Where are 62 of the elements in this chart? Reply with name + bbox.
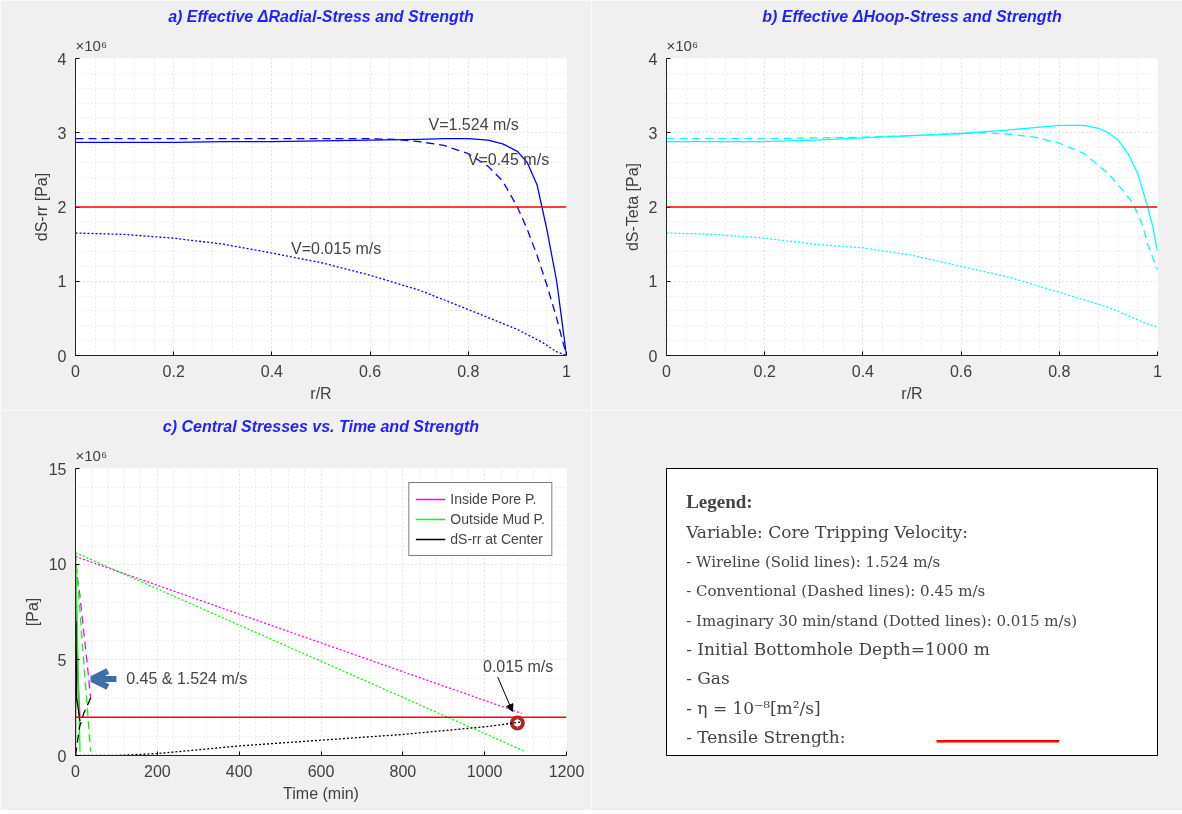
x-tick-label: 0 bbox=[71, 762, 81, 780]
y-tick-label: 5 bbox=[57, 651, 67, 669]
text: ×10⁶ bbox=[666, 36, 699, 54]
x-tick-label: 400 bbox=[225, 762, 253, 780]
x-tick-label: 0.8 bbox=[457, 362, 480, 380]
x-tick-label: 800 bbox=[389, 762, 417, 780]
y-tick-label: 3 bbox=[648, 124, 658, 142]
text: - η = 10⁻⁸[m²/s] bbox=[686, 697, 821, 718]
y-tick-label: 4 bbox=[57, 50, 67, 68]
chart-title: c) Central Stresses vs. Time and Strength bbox=[162, 417, 480, 435]
chart-title: b) Effective ΔHoop-Stress and Strength bbox=[762, 7, 1062, 25]
y-tick-label: 1 bbox=[57, 273, 67, 291]
text: - Gas bbox=[686, 668, 730, 689]
y-tick-label: 1 bbox=[648, 273, 658, 291]
legend-label: dS-rr at Center bbox=[450, 531, 543, 547]
x-axis-title: r/R bbox=[310, 384, 332, 402]
x-tick-label: 1 bbox=[1153, 362, 1163, 380]
y-axis-title: [Pa] bbox=[23, 597, 41, 627]
x-tick-label: 0.8 bbox=[1048, 362, 1071, 380]
text: ×10⁶ bbox=[75, 36, 108, 54]
x-axis-title: Time (min) bbox=[283, 784, 359, 802]
x-tick-label: 0.4 bbox=[851, 362, 875, 380]
y-tick-label: 2 bbox=[57, 199, 67, 216]
annotation: V=0.015 m/s bbox=[291, 239, 382, 257]
x-tick-label: 0.2 bbox=[753, 362, 776, 380]
y-tick-label: 4 bbox=[648, 50, 658, 68]
x-tick-label: 200 bbox=[143, 762, 171, 780]
x-tick-label: 1000 bbox=[466, 762, 503, 780]
x-tick-label: 0.6 bbox=[949, 362, 973, 380]
x-tick-label: 1 bbox=[562, 362, 572, 380]
text: Legend: bbox=[686, 491, 753, 513]
annotation: 0.015 m/s bbox=[483, 658, 554, 676]
x-tick-label: 0.6 bbox=[358, 362, 382, 380]
x-tick-label: 0 bbox=[71, 362, 81, 380]
annotation: 0.45 & 1.524 m/s bbox=[126, 670, 248, 688]
y-tick-label: 0 bbox=[648, 347, 658, 365]
y-axis-title: dS-Teta [Pa] bbox=[623, 162, 641, 252]
y-tick-label: 0 bbox=[57, 347, 67, 365]
text: - Initial Bottomhole Depth=1000 m bbox=[686, 638, 990, 659]
x-tick-label: 0.2 bbox=[162, 362, 185, 380]
text: ×10⁶ bbox=[75, 446, 108, 464]
x-tick-label: 1200 bbox=[548, 762, 585, 780]
x-tick-label: 0 bbox=[662, 362, 672, 380]
x-axis-title: r/R bbox=[901, 384, 923, 402]
x-tick-label: 0.4 bbox=[260, 362, 284, 380]
legend-label: Inside Pore P. bbox=[450, 491, 537, 507]
y-tick-label: 15 bbox=[48, 460, 67, 478]
text: - Conventional (Dashed lines): 0.45 m/s bbox=[686, 582, 986, 601]
y-tick-label: 10 bbox=[48, 556, 67, 574]
y-tick-label: 0 bbox=[57, 747, 67, 765]
text: - Wireline (Solid lines): 1.524 m/s bbox=[686, 552, 941, 571]
text: Variable: Core Tripping Velocity: bbox=[685, 521, 968, 542]
text: - Tensile Strength: bbox=[686, 726, 846, 747]
y-tick-label: 2 bbox=[648, 199, 658, 216]
legend-label: Outside Mud P. bbox=[450, 511, 545, 527]
annotation: V=1.524 m/s bbox=[428, 115, 519, 133]
y-axis-title: dS-rr [Pa] bbox=[32, 172, 50, 242]
annotation: V=0.45 m/s bbox=[467, 150, 550, 168]
x-tick-label: 600 bbox=[307, 762, 335, 780]
text: - Imaginary 30 min/stand (Dotted lines): 0.015 m/s) bbox=[686, 611, 1078, 630]
y-tick-label: 3 bbox=[57, 124, 67, 142]
chart-title: a) Effective ΔRadial-Stress and Strength bbox=[168, 7, 475, 25]
